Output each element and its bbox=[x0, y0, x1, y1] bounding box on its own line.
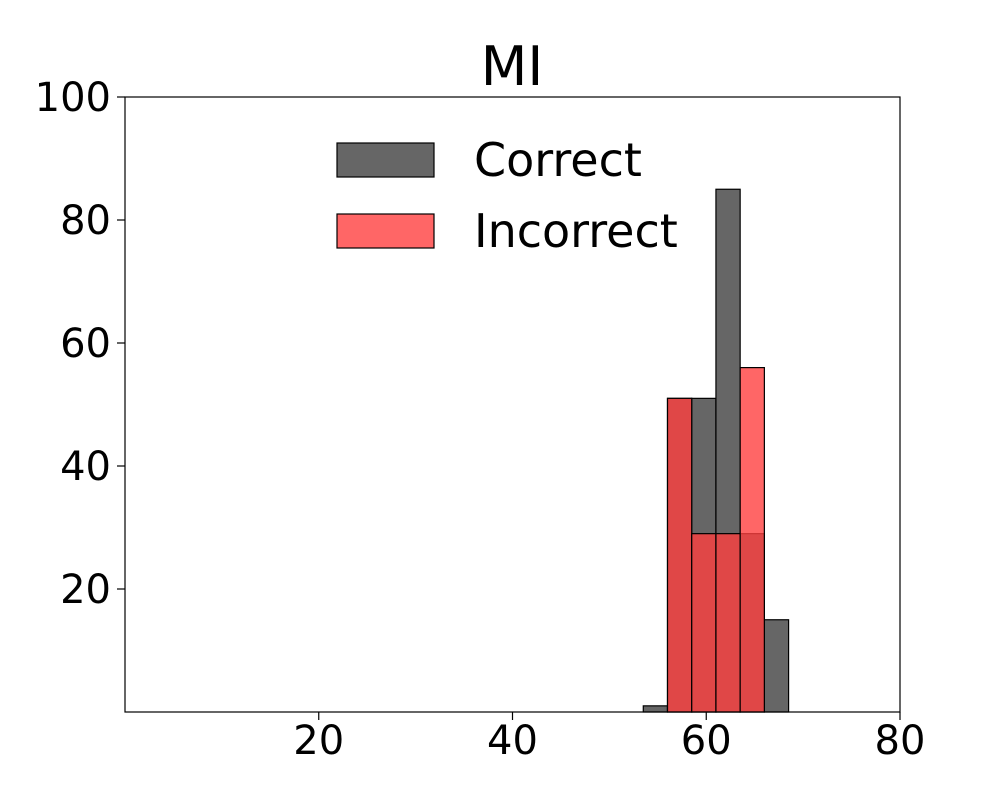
y-tick-label-1: 40 bbox=[60, 444, 111, 490]
legend-label-incorrect: Incorrect bbox=[474, 204, 678, 258]
legend: Correct Incorrect bbox=[336, 133, 678, 258]
x-tick-label-1: 40 bbox=[487, 718, 538, 764]
bar-incorrect-3 bbox=[739, 367, 765, 713]
bar-incorrect-0 bbox=[666, 397, 693, 713]
bar-correct-5 bbox=[763, 619, 790, 713]
legend-swatch-incorrect bbox=[336, 213, 435, 249]
y-tick-label-2: 60 bbox=[60, 321, 111, 367]
y-tick-label-4: 100 bbox=[35, 75, 111, 121]
legend-label-correct: Correct bbox=[474, 133, 642, 187]
bar-correct-0 bbox=[642, 705, 669, 713]
bar-incorrect-1 bbox=[691, 533, 717, 713]
bar-incorrect-2 bbox=[715, 533, 741, 713]
x-tick-label-2: 60 bbox=[681, 718, 732, 764]
bars-layer bbox=[642, 188, 790, 713]
y-tick-label-0: 20 bbox=[60, 567, 111, 613]
axes-layer: 20 40 60 80 20 40 60 80 100 bbox=[35, 75, 926, 764]
x-tick-label-3: 80 bbox=[875, 718, 926, 764]
chart-title: MI bbox=[481, 35, 544, 98]
y-tick-label-3: 80 bbox=[60, 198, 111, 244]
legend-swatch-correct bbox=[336, 142, 435, 178]
x-tick-label-0: 20 bbox=[293, 718, 344, 764]
